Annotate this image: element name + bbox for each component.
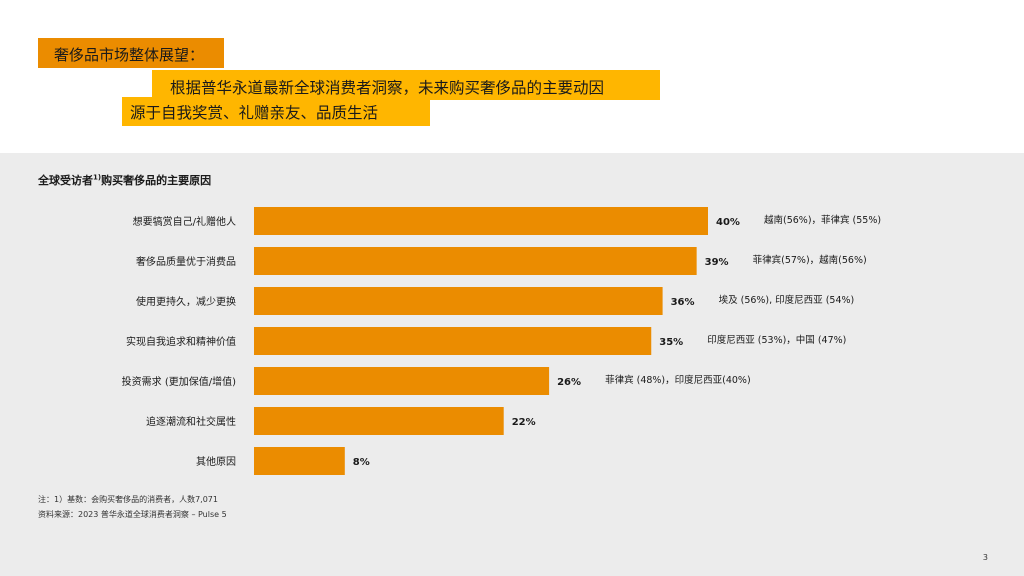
country-annotation: 埃及 (56%), 印度尼西亚 (54%) xyxy=(719,294,855,306)
bar xyxy=(254,247,697,275)
bar xyxy=(254,207,708,235)
bar xyxy=(254,447,345,475)
headline-line-2: 源于自我奖赏、礼赠亲友、品质生活 xyxy=(122,97,430,126)
chart-title-main: 全球受访者 xyxy=(38,174,93,187)
bar xyxy=(254,407,504,435)
value-label: 39% xyxy=(705,257,729,268)
section-tag: 奢侈品市场整体展望： xyxy=(38,38,224,68)
country-annotation: 越南(56%)，菲律宾 (55%) xyxy=(764,214,881,226)
value-label: 36% xyxy=(671,297,695,308)
chart-title: 全球受访者1)购买奢侈品的主要原因 xyxy=(38,172,211,188)
bar xyxy=(254,327,652,355)
chart-title-suffix: 购买奢侈品的主要原因 xyxy=(101,174,212,187)
country-annotation: 印度尼西亚 (53%)，中国 (47%) xyxy=(707,334,846,346)
chart-title-footnote-mark: 1) xyxy=(93,173,102,182)
value-label: 22% xyxy=(512,417,536,428)
footnote-base: 注：1）基数：会购买奢侈品的消费者，人数7,071 xyxy=(38,495,218,504)
category-label: 其他原因 xyxy=(196,455,236,468)
bar xyxy=(254,287,663,315)
value-label: 35% xyxy=(659,337,683,348)
headline-line-1: 根据普华永道最新全球消费者洞察，未来购买奢侈品的主要动因 xyxy=(152,70,660,100)
category-label: 使用更持久，减少更换 xyxy=(136,295,236,308)
category-label: 想要犒赏自己/礼赠他人 xyxy=(133,215,236,228)
footnote-source: 资料来源：2023 普华永道全球消费者洞察 – Pulse 5 xyxy=(38,510,227,519)
category-label: 实现自我追求和精神价值 xyxy=(126,335,236,348)
value-label: 26% xyxy=(557,377,581,388)
page-number: 3 xyxy=(982,553,988,562)
value-label: 40% xyxy=(716,217,740,228)
category-label: 投资需求 (更加保值/增值) xyxy=(122,375,236,388)
category-label: 追逐潮流和社交属性 xyxy=(146,415,236,428)
country-annotation: 菲律宾 (48%)，印度尼西亚(40%) xyxy=(605,374,751,386)
category-label: 奢侈品质量优于消费品 xyxy=(136,255,236,268)
country-annotation: 菲律宾(57%)，越南(56%) xyxy=(753,254,867,266)
bar xyxy=(254,367,550,395)
value-label: 8% xyxy=(353,457,370,468)
